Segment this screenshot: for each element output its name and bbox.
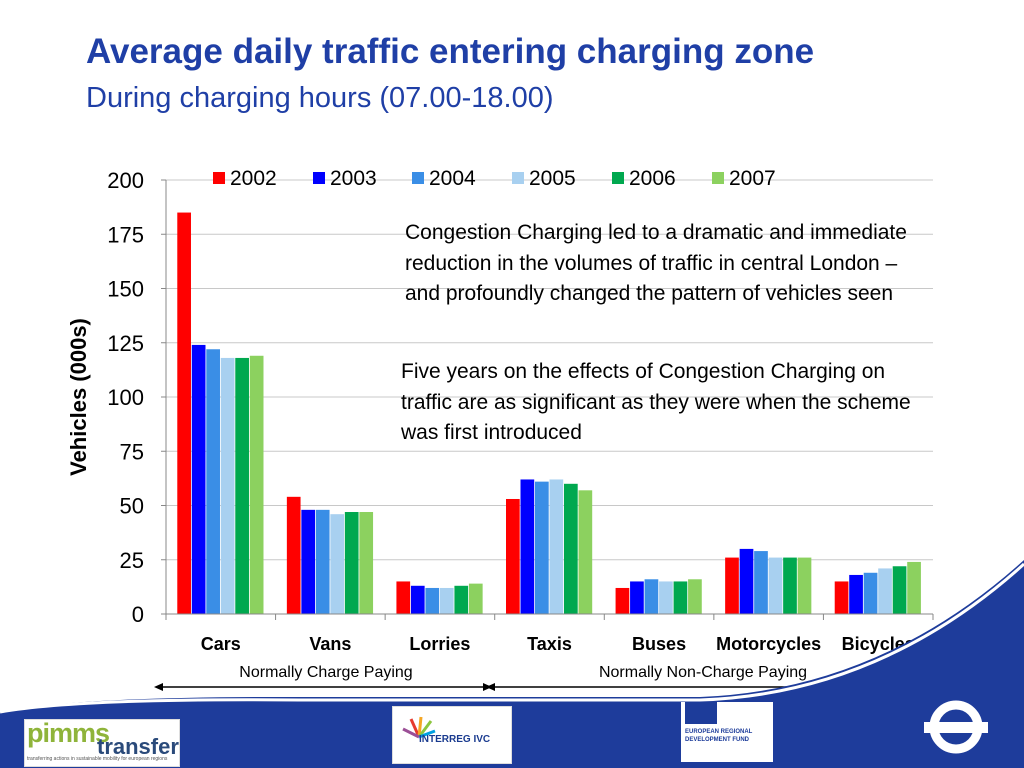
bar-taxis-2002 bbox=[506, 498, 520, 614]
gridlines bbox=[166, 179, 933, 561]
bar-lorries-2006 bbox=[454, 585, 469, 614]
bar-cars-2002 bbox=[177, 212, 191, 615]
bar-chart: 0 25 50 75 100 125 150 175 200 Cars Vans Lorries Tax… bbox=[66, 167, 935, 691]
bar-motorcycles-2006 bbox=[783, 557, 797, 614]
x-tick-label: Lorries bbox=[409, 634, 470, 654]
bar-motorcycles-2005 bbox=[768, 557, 783, 614]
bar-motorcycles-2004 bbox=[754, 551, 768, 614]
y-tick-label: 25 bbox=[120, 548, 144, 573]
bar-taxis-2003 bbox=[520, 479, 535, 614]
legend-label-2007: 2007 bbox=[729, 167, 776, 190]
arrow-non-charge-paying-head-left bbox=[486, 683, 495, 691]
interreg-burst-icon bbox=[402, 716, 436, 739]
y-tick-label: 0 bbox=[132, 602, 144, 627]
legend: 2002 2003 2004 2005 2006 2007 bbox=[213, 167, 776, 190]
bar-bicycles-2005 bbox=[878, 568, 892, 614]
bar-vans-2007 bbox=[359, 512, 374, 614]
bar-buses-2007 bbox=[688, 579, 702, 614]
legend-label-2004: 2004 bbox=[429, 167, 476, 190]
legend-swatch-2007 bbox=[712, 172, 724, 184]
legend-label-2006: 2006 bbox=[629, 167, 676, 190]
bar-cars-2005 bbox=[220, 357, 235, 614]
category-groups: Normally Charge Paying Normally Non-Charg… bbox=[154, 664, 935, 691]
erdf-logo-text: EUROPEAN REGIONAL DEVELOPMENT FUND bbox=[685, 729, 753, 743]
bar-lorries-2005 bbox=[439, 587, 454, 614]
roundel-icon bbox=[924, 700, 988, 754]
eu-flag-icon bbox=[685, 702, 717, 724]
legend-swatch-2005 bbox=[512, 172, 524, 184]
bar-cars-2003 bbox=[191, 344, 206, 614]
arrow-non-charge-paying-head-right bbox=[926, 683, 935, 691]
bar-buses-2005 bbox=[659, 581, 673, 614]
bar-lorries-2003 bbox=[410, 585, 425, 614]
legend-swatch-2004 bbox=[412, 172, 424, 184]
y-tick-label: 175 bbox=[107, 222, 144, 247]
y-tick-label: 50 bbox=[120, 494, 144, 519]
x-tick-label: Motorcycles bbox=[716, 634, 821, 654]
annotation-reduction: Congestion Charging led to a dramatic an… bbox=[405, 221, 907, 305]
bar-motorcycles-2007 bbox=[797, 557, 812, 614]
bar-lorries-2004 bbox=[425, 587, 440, 614]
bar-bicycles-2007 bbox=[907, 561, 921, 614]
bar-taxis-2006 bbox=[564, 483, 578, 614]
legend-label-2003: 2003 bbox=[330, 167, 377, 190]
x-tick-label: Vans bbox=[309, 634, 351, 654]
legend-swatch-2006 bbox=[612, 172, 624, 184]
bar-vans-2005 bbox=[330, 514, 345, 614]
bar-bicycles-2006 bbox=[892, 566, 907, 614]
bar-buses-2006 bbox=[673, 581, 688, 614]
bar-taxis-2007 bbox=[578, 490, 593, 614]
y-axis-label: Vehicles (000s) bbox=[66, 318, 91, 476]
y-tick-label: 150 bbox=[107, 277, 144, 302]
bar-bicycles-2002 bbox=[834, 581, 849, 614]
legend-label-2002: 2002 bbox=[230, 167, 277, 190]
bar-cars-2007 bbox=[249, 355, 264, 614]
bar-lorries-2007 bbox=[468, 583, 483, 614]
bar-motorcycles-2003 bbox=[739, 548, 754, 614]
annotation-five-years: Five years on the effects of Congestion … bbox=[401, 360, 911, 444]
bar-motorcycles-2002 bbox=[725, 557, 739, 614]
bar-taxis-2005 bbox=[549, 479, 564, 614]
bar-vans-2003 bbox=[301, 509, 316, 614]
bar-cars-2006 bbox=[235, 357, 249, 614]
erdf-logo: EUROPEAN REGIONAL DEVELOPMENT FUND bbox=[681, 702, 773, 762]
slide-title: Average daily traffic entering charging … bbox=[86, 32, 815, 71]
group-label-charge-paying: Normally Charge Paying bbox=[239, 664, 412, 681]
bar-lorries-2002 bbox=[396, 581, 411, 614]
x-tick-label: Cars bbox=[201, 634, 241, 654]
bar-bicycles-2004 bbox=[863, 572, 878, 614]
bar-buses-2002 bbox=[615, 587, 630, 614]
bar-bicycles-2003 bbox=[849, 574, 863, 614]
y-tick-label: 200 bbox=[107, 168, 144, 193]
group-label-non-charge-paying: Normally Non-Charge Paying bbox=[599, 664, 807, 681]
bar-vans-2002 bbox=[286, 496, 301, 614]
bar-buses-2004 bbox=[644, 579, 659, 614]
interreg-logo-text: INTERREG IVC bbox=[419, 734, 491, 745]
bar-vans-2006 bbox=[344, 512, 359, 614]
bar-taxis-2004 bbox=[535, 481, 549, 614]
interreg-logo: INTERREG IVC bbox=[392, 706, 512, 764]
y-tick-label: 100 bbox=[107, 385, 144, 410]
x-tick-label: Bicycles bbox=[842, 634, 915, 654]
pimms-logo-word2: transfer bbox=[97, 734, 179, 759]
y-tick-label: 75 bbox=[120, 439, 144, 464]
legend-swatch-2002 bbox=[213, 172, 225, 184]
legend-swatch-2003 bbox=[313, 172, 325, 184]
slide-subtitle: During charging hours (07.00-18.00) bbox=[86, 82, 554, 114]
legend-label-2005: 2005 bbox=[529, 167, 576, 190]
bar-cars-2004 bbox=[206, 349, 220, 614]
pimms-transfer-logo: pimms transfer transferring actions in s… bbox=[24, 718, 180, 767]
x-tick-label: Taxis bbox=[527, 634, 572, 654]
arrow-charge-paying-head-left bbox=[154, 683, 163, 691]
y-tick-label: 125 bbox=[107, 331, 144, 356]
x-tick-label: Buses bbox=[632, 634, 686, 654]
bar-vans-2004 bbox=[315, 509, 330, 614]
pimms-logo-tagline: transferring actions in sustainable mobi… bbox=[27, 756, 168, 762]
bar-buses-2003 bbox=[630, 581, 644, 614]
pimms-logo-word1: pimms bbox=[27, 718, 110, 748]
